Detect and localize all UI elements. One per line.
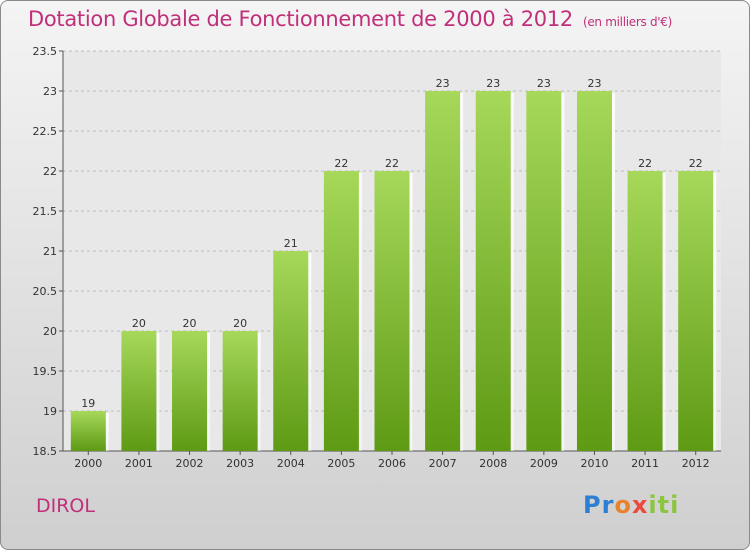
y-tick-label: 22 <box>43 165 57 178</box>
x-tick-label: 2008 <box>479 457 507 470</box>
y-tick-label: 21 <box>43 245 57 258</box>
bar-value-label: 22 <box>689 157 703 170</box>
bar <box>475 91 511 451</box>
x-tick-label: 2005 <box>327 457 355 470</box>
x-tick-label: 2011 <box>631 457 659 470</box>
bar-value-label: 22 <box>334 157 348 170</box>
bar <box>172 331 208 451</box>
x-tick-label: 2004 <box>277 457 305 470</box>
bar-value-label: 23 <box>537 77 551 90</box>
bar <box>121 331 157 451</box>
bar-value-label: 20 <box>233 317 247 330</box>
x-tick-label: 2001 <box>125 457 153 470</box>
y-tick-label: 19 <box>43 405 57 418</box>
y-tick-label: 23.5 <box>33 45 58 58</box>
bar <box>576 91 612 451</box>
chart-title: Dotation Globale de Fonctionnement de 20… <box>28 7 672 31</box>
bar <box>678 171 714 451</box>
bar <box>273 251 309 451</box>
y-tick-label: 19.5 <box>33 365 58 378</box>
x-tick-label: 2002 <box>176 457 204 470</box>
bar <box>374 171 410 451</box>
y-tick-label: 22.5 <box>33 125 58 138</box>
bar <box>222 331 258 451</box>
x-tick-label: 2012 <box>682 457 710 470</box>
y-tick-label: 20 <box>43 325 57 338</box>
commune-name: DIROL <box>36 495 95 517</box>
bar-value-label: 20 <box>183 317 197 330</box>
chart-unit: (en milliers d'€) <box>582 15 672 29</box>
x-tick-label: 2003 <box>226 457 254 470</box>
x-tick-label: 2010 <box>580 457 608 470</box>
bar-value-label: 23 <box>587 77 601 90</box>
bar-value-label: 21 <box>284 237 298 250</box>
y-tick-label: 20.5 <box>33 285 58 298</box>
x-tick-label: 2006 <box>378 457 406 470</box>
y-tick-label: 23 <box>43 85 57 98</box>
bar-value-label: 22 <box>385 157 399 170</box>
y-tick-label: 18.5 <box>33 445 58 458</box>
proxiti-logo[interactable]: Proxiti <box>583 491 680 519</box>
x-tick-label: 2007 <box>429 457 457 470</box>
bar-value-label: 23 <box>436 77 450 90</box>
chart-title-text: Dotation Globale de Fonctionnement de 20… <box>28 7 573 31</box>
y-tick-label: 21.5 <box>33 205 58 218</box>
x-tick-label: 2009 <box>530 457 558 470</box>
bar <box>425 91 461 451</box>
bar <box>70 411 106 451</box>
bar <box>627 171 663 451</box>
bar-value-label: 20 <box>132 317 146 330</box>
bar <box>526 91 562 451</box>
bar-value-label: 23 <box>486 77 500 90</box>
bar-value-label: 22 <box>638 157 652 170</box>
bar-value-label: 19 <box>81 397 95 410</box>
bar <box>323 171 359 451</box>
x-tick-label: 2000 <box>74 457 102 470</box>
